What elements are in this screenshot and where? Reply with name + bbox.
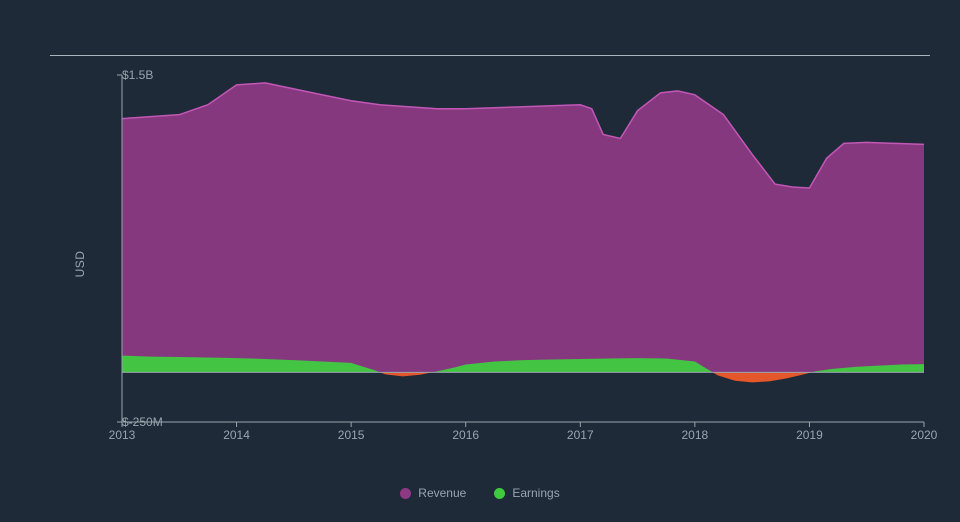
legend-swatch-earnings [494, 488, 505, 499]
legend: Revenue Earnings [0, 486, 960, 500]
legend-label-earnings: Earnings [512, 486, 559, 500]
x-tick-label: 2013 [109, 422, 136, 442]
y-tick-label: $1.5B [122, 68, 128, 82]
plot-region: $-250M$1.5B20132014201520162017201820192… [122, 75, 924, 422]
chart-area: USD $-250M$1.5B2013201420152016201720182… [50, 65, 930, 462]
chart-svg [122, 75, 924, 422]
x-tick-label: 2016 [452, 422, 479, 442]
x-tick-label: 2019 [796, 422, 823, 442]
legend-swatch-revenue [400, 488, 411, 499]
x-tick-label: 2020 [911, 422, 938, 442]
legend-item-revenue: Revenue [400, 486, 466, 500]
legend-item-earnings: Earnings [494, 486, 559, 500]
header-divider [50, 55, 930, 56]
chart-container: USD $-250M$1.5B2013201420152016201720182… [0, 0, 960, 522]
y-axis-label: USD [73, 250, 87, 277]
x-tick-label: 2017 [567, 422, 594, 442]
x-tick-label: 2015 [338, 422, 365, 442]
x-tick-label: 2018 [681, 422, 708, 442]
legend-label-revenue: Revenue [418, 486, 466, 500]
x-tick-label: 2014 [223, 422, 250, 442]
